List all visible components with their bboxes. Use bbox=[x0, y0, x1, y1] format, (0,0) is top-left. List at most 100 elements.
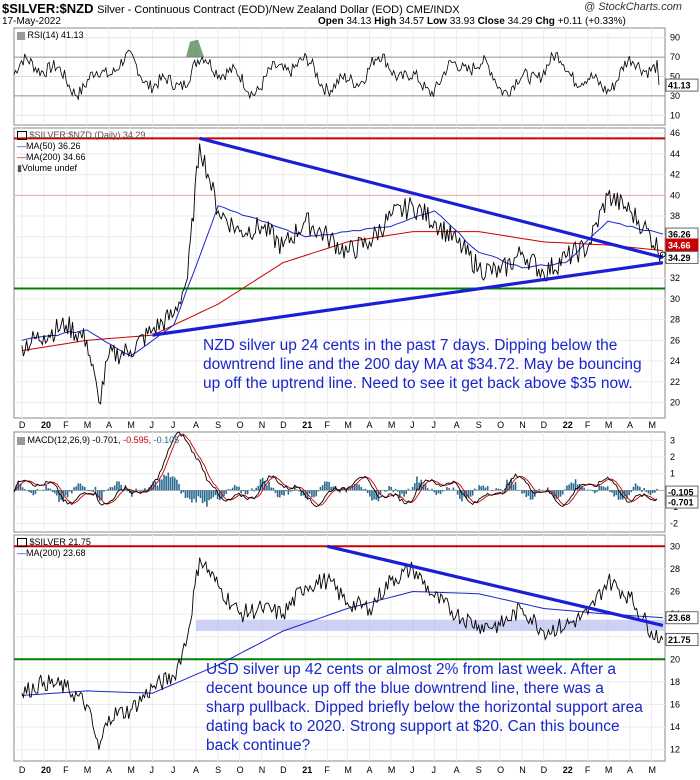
usd-tick-label: 20 bbox=[670, 654, 680, 664]
ma200-legend: —MA(200) 34.66 bbox=[17, 152, 86, 162]
x-tick-label-upper: J bbox=[431, 420, 436, 430]
rsi-legend-label: RSI(14) 41.13 bbox=[27, 30, 84, 40]
usd-support-zone bbox=[196, 619, 666, 632]
ma50-legend: —MA(50) 36.26 bbox=[17, 141, 81, 151]
x-tick-label-lower: A bbox=[193, 765, 199, 775]
nzd-panel-frame bbox=[13, 127, 666, 419]
low-value: 33.93 bbox=[449, 16, 475, 27]
x-tick-label-lower: A bbox=[454, 765, 460, 775]
volume-legend: ▮Volume undef bbox=[17, 163, 77, 173]
macd-main-tag: -0.701 bbox=[668, 498, 694, 508]
rsi-legend: RSI(14) 41.13 bbox=[17, 30, 84, 40]
x-tick-label-upper: D bbox=[19, 420, 26, 430]
rsi-tick-label: 90 bbox=[670, 33, 680, 43]
x-tick-label-upper: D bbox=[280, 420, 287, 430]
usd-tick-label: 16 bbox=[670, 700, 680, 710]
macd-tick-label: -2 bbox=[670, 519, 678, 529]
ma50-legend-text: MA(50) 36.26 bbox=[26, 141, 81, 151]
x-tick-label-upper: M bbox=[127, 420, 135, 430]
rsi-tick-label: 30 bbox=[670, 91, 680, 101]
macd-hist-tag: -0.105 bbox=[668, 488, 694, 498]
macd-tick-label: 3 bbox=[670, 435, 675, 445]
usd-tick-label: 28 bbox=[670, 564, 680, 574]
nzd-tick-label: 26 bbox=[670, 335, 680, 345]
nzd-ma200-line bbox=[21, 231, 663, 352]
nzd-tick-label: 30 bbox=[670, 294, 680, 304]
macd-legend: MACD(12,26,9) -0.701, -0.595, -0.105 bbox=[17, 435, 179, 445]
nzd-legend-swatch bbox=[17, 131, 27, 141]
x-tick-label-upper: O bbox=[497, 420, 504, 430]
nzd-ma50-line bbox=[21, 205, 664, 357]
usd-ma200-line bbox=[21, 590, 663, 696]
usd-tick-label: 18 bbox=[670, 677, 680, 687]
usd-tick-label: 26 bbox=[670, 587, 680, 597]
x-tick-label-upper: A bbox=[106, 420, 112, 430]
close-label: Close bbox=[477, 16, 505, 27]
usd-panel-frame bbox=[13, 534, 666, 762]
rsi-tick-label: 50 bbox=[670, 72, 680, 82]
nzd-last-point bbox=[659, 251, 666, 258]
x-tick-label-upper: A bbox=[193, 420, 199, 430]
open-value: 34.13 bbox=[346, 16, 372, 27]
close-value: 34.29 bbox=[507, 16, 533, 27]
nzd-legend-title-text: $SILVER:$NZD (Daily) 34.29 bbox=[29, 130, 146, 140]
x-tick-label-upper: D bbox=[541, 420, 548, 430]
usd-tick-label: 12 bbox=[670, 745, 680, 755]
x-tick-label-upper: J bbox=[171, 420, 176, 430]
x-tick-label-upper: F bbox=[585, 420, 591, 430]
nzd-tick-label: 24 bbox=[670, 356, 680, 366]
x-tick-label-lower: J bbox=[171, 765, 176, 775]
nzd-price-tag: 34.29 bbox=[668, 253, 691, 263]
macd-legend-swatch bbox=[17, 436, 25, 445]
x-tick-label-lower: O bbox=[237, 765, 244, 775]
tick-labels: DD2020FFMMAAMMJJJJAASSOONNDD2121FFMMAAMM… bbox=[19, 33, 699, 775]
ma200-legend-text: MA(200) 34.66 bbox=[26, 152, 86, 162]
nzd-downtrend-line bbox=[199, 136, 664, 260]
usd-ma200-tag: 23.68 bbox=[668, 613, 691, 623]
x-tick-label-upper: F bbox=[324, 420, 330, 430]
x-tick-label-lower: M bbox=[127, 765, 135, 775]
x-tick-label-upper: F bbox=[63, 420, 69, 430]
nzd-ma200-tag: 34.66 bbox=[668, 241, 691, 251]
macd-tick-label: 2 bbox=[670, 452, 675, 462]
high-value: 34.57 bbox=[399, 16, 425, 27]
macd-legend-signal: -0.595, bbox=[123, 435, 152, 445]
x-tick-label-lower: F bbox=[63, 765, 69, 775]
x-tick-label-upper: J bbox=[149, 420, 154, 430]
nzd-tick-label: 44 bbox=[670, 149, 680, 159]
x-tick-label-upper: 21 bbox=[302, 420, 312, 430]
x-tick-label-lower: A bbox=[366, 765, 372, 775]
nzd-price-line bbox=[21, 143, 664, 405]
x-tick-label-lower: A bbox=[106, 765, 112, 775]
usd-price-tag-box bbox=[665, 633, 699, 647]
x-tick-label-upper: J bbox=[410, 420, 415, 430]
high-label: High bbox=[374, 16, 397, 27]
nzd-tick-label: 46 bbox=[670, 128, 680, 138]
rsi-current-tag-box bbox=[665, 78, 699, 92]
x-tick-label-lower: O bbox=[497, 765, 504, 775]
chart-marks bbox=[13, 39, 666, 750]
x-tick-label-lower: D bbox=[19, 765, 26, 775]
chart-header: $SILVER:$NZD Silver - Continuous Contrac… bbox=[2, 1, 460, 16]
x-tick-label-upper: N bbox=[259, 420, 266, 430]
macd-signal-line bbox=[13, 433, 658, 506]
rsi-overbought-fill bbox=[186, 39, 205, 58]
rsi-tick-label: 70 bbox=[670, 52, 680, 62]
x-tick-label-lower: M bbox=[388, 765, 396, 775]
symbol-label: $SILVER:$NZD bbox=[2, 1, 94, 16]
x-tick-label-lower: M bbox=[605, 765, 613, 775]
x-tick-label-lower: M bbox=[344, 765, 352, 775]
usd-legend-title: $SILVER 21.75 bbox=[17, 537, 91, 548]
rsi-current-tag: 41.13 bbox=[668, 81, 691, 91]
nzd-tick-label: 28 bbox=[670, 315, 680, 325]
usd-price-tag: 21.75 bbox=[668, 635, 691, 645]
nzd-tick-label: 20 bbox=[670, 397, 680, 407]
nzd-ma50-tag: 36.26 bbox=[668, 230, 691, 240]
x-tick-label-lower: D bbox=[280, 765, 287, 775]
x-tick-label-upper: N bbox=[519, 420, 526, 430]
macd-main-tag-box bbox=[665, 495, 699, 509]
x-tick-label-upper: A bbox=[366, 420, 372, 430]
x-tick-label-lower: M bbox=[84, 765, 92, 775]
usd-tick-label: 14 bbox=[670, 722, 680, 732]
